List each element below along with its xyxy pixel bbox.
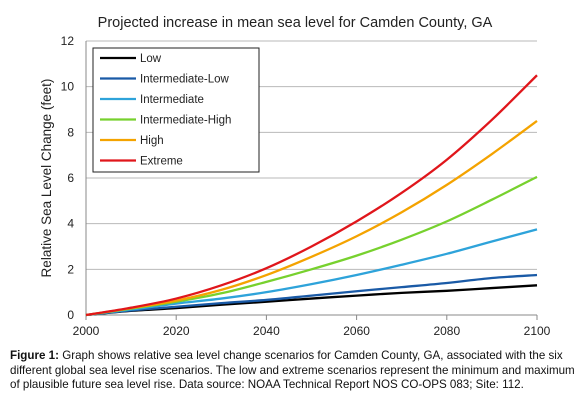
- y-tick-label: 2: [67, 262, 74, 276]
- legend-label-extreme: Extreme: [140, 156, 183, 168]
- legend-box: [92, 47, 260, 173]
- y-tick-label: 10: [61, 80, 75, 94]
- chart-title: Projected increase in mean sea level for…: [98, 15, 493, 31]
- x-tick-label: 2080: [433, 324, 460, 338]
- x-tick-label: 2100: [524, 324, 551, 338]
- y-axis-label: Relative Sea Level Change (feet): [39, 79, 54, 278]
- legend-label-intermediate-high: Intermediate-High: [140, 115, 231, 127]
- caption-label: Figure 1:: [10, 349, 59, 362]
- legend-label-low: Low: [140, 53, 162, 65]
- x-tick-label: 2060: [343, 324, 370, 338]
- legend-label-intermediate-low: Intermediate-Low: [140, 74, 230, 86]
- y-tick-label: 12: [61, 34, 75, 48]
- series-line-high: [85, 119, 538, 317]
- axes: 0 2 4 6 8 10 12 2000 2020 2040 2060 2080 2100: [61, 34, 551, 338]
- caption-text: Graph shows relative sea level change sc…: [10, 349, 575, 392]
- series-line-extreme: [85, 74, 538, 317]
- y-tick-label: 4: [67, 217, 74, 231]
- y-tick-label: 6: [67, 171, 74, 185]
- y-tick-label: 0: [67, 308, 74, 322]
- series-line-intermediate: [85, 228, 538, 317]
- series-line-intermediate-low: [85, 273, 538, 317]
- legend: Low Intermediate-Low Intermediate Intermedi…: [92, 47, 260, 173]
- figure-caption: Figure 1: Graph shows relative sea level…: [10, 349, 575, 393]
- legend-label-intermediate: Intermediate: [140, 94, 204, 106]
- legend-label-high: High: [140, 135, 164, 147]
- series-lines: [85, 74, 538, 317]
- chart-svg: Projected increase in mean sea level for…: [39, 15, 551, 338]
- y-tick-label: 8: [67, 125, 74, 139]
- x-tick-label: 2020: [163, 324, 190, 338]
- chart-area: Projected increase in mean sea level for…: [39, 15, 551, 338]
- series-line-low: [85, 284, 538, 317]
- x-tick-label: 2000: [73, 324, 100, 338]
- x-tick-label: 2040: [253, 324, 280, 338]
